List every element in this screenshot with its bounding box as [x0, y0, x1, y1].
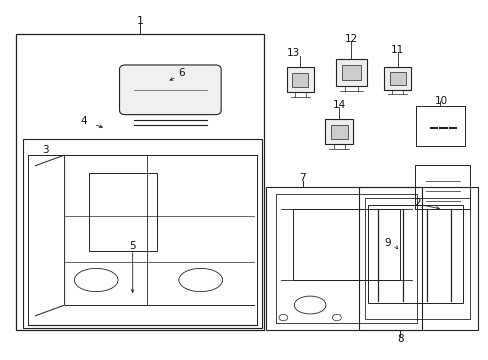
Bar [365, 198, 468, 319]
FancyBboxPatch shape [286, 67, 313, 93]
FancyBboxPatch shape [389, 72, 405, 85]
Text: 6: 6 [178, 68, 184, 78]
Bar [16, 33, 264, 330]
Text: 14: 14 [332, 100, 345, 110]
FancyBboxPatch shape [292, 73, 308, 87]
Bar [23, 139, 261, 328]
Text: 3: 3 [42, 145, 48, 155]
Bar [292, 208, 399, 280]
Text: 5: 5 [129, 241, 136, 251]
Text: 2: 2 [413, 198, 420, 208]
FancyBboxPatch shape [330, 125, 347, 139]
Text: 1: 1 [136, 16, 143, 26]
FancyBboxPatch shape [325, 119, 353, 144]
Text: 10: 10 [434, 96, 447, 107]
FancyBboxPatch shape [384, 67, 410, 90]
FancyBboxPatch shape [335, 59, 366, 86]
Text: 4: 4 [81, 116, 87, 126]
FancyBboxPatch shape [341, 66, 360, 80]
Text: 8: 8 [396, 334, 403, 344]
Text: 7: 7 [299, 173, 305, 183]
Bar [266, 187, 421, 330]
FancyBboxPatch shape [119, 65, 221, 114]
Text: 13: 13 [286, 48, 299, 58]
Text: 12: 12 [344, 34, 357, 44]
Text: 11: 11 [390, 45, 404, 55]
Bar [89, 173, 157, 251]
Bar [358, 187, 477, 330]
Bar [368, 205, 462, 303]
Text: 9: 9 [384, 238, 390, 248]
